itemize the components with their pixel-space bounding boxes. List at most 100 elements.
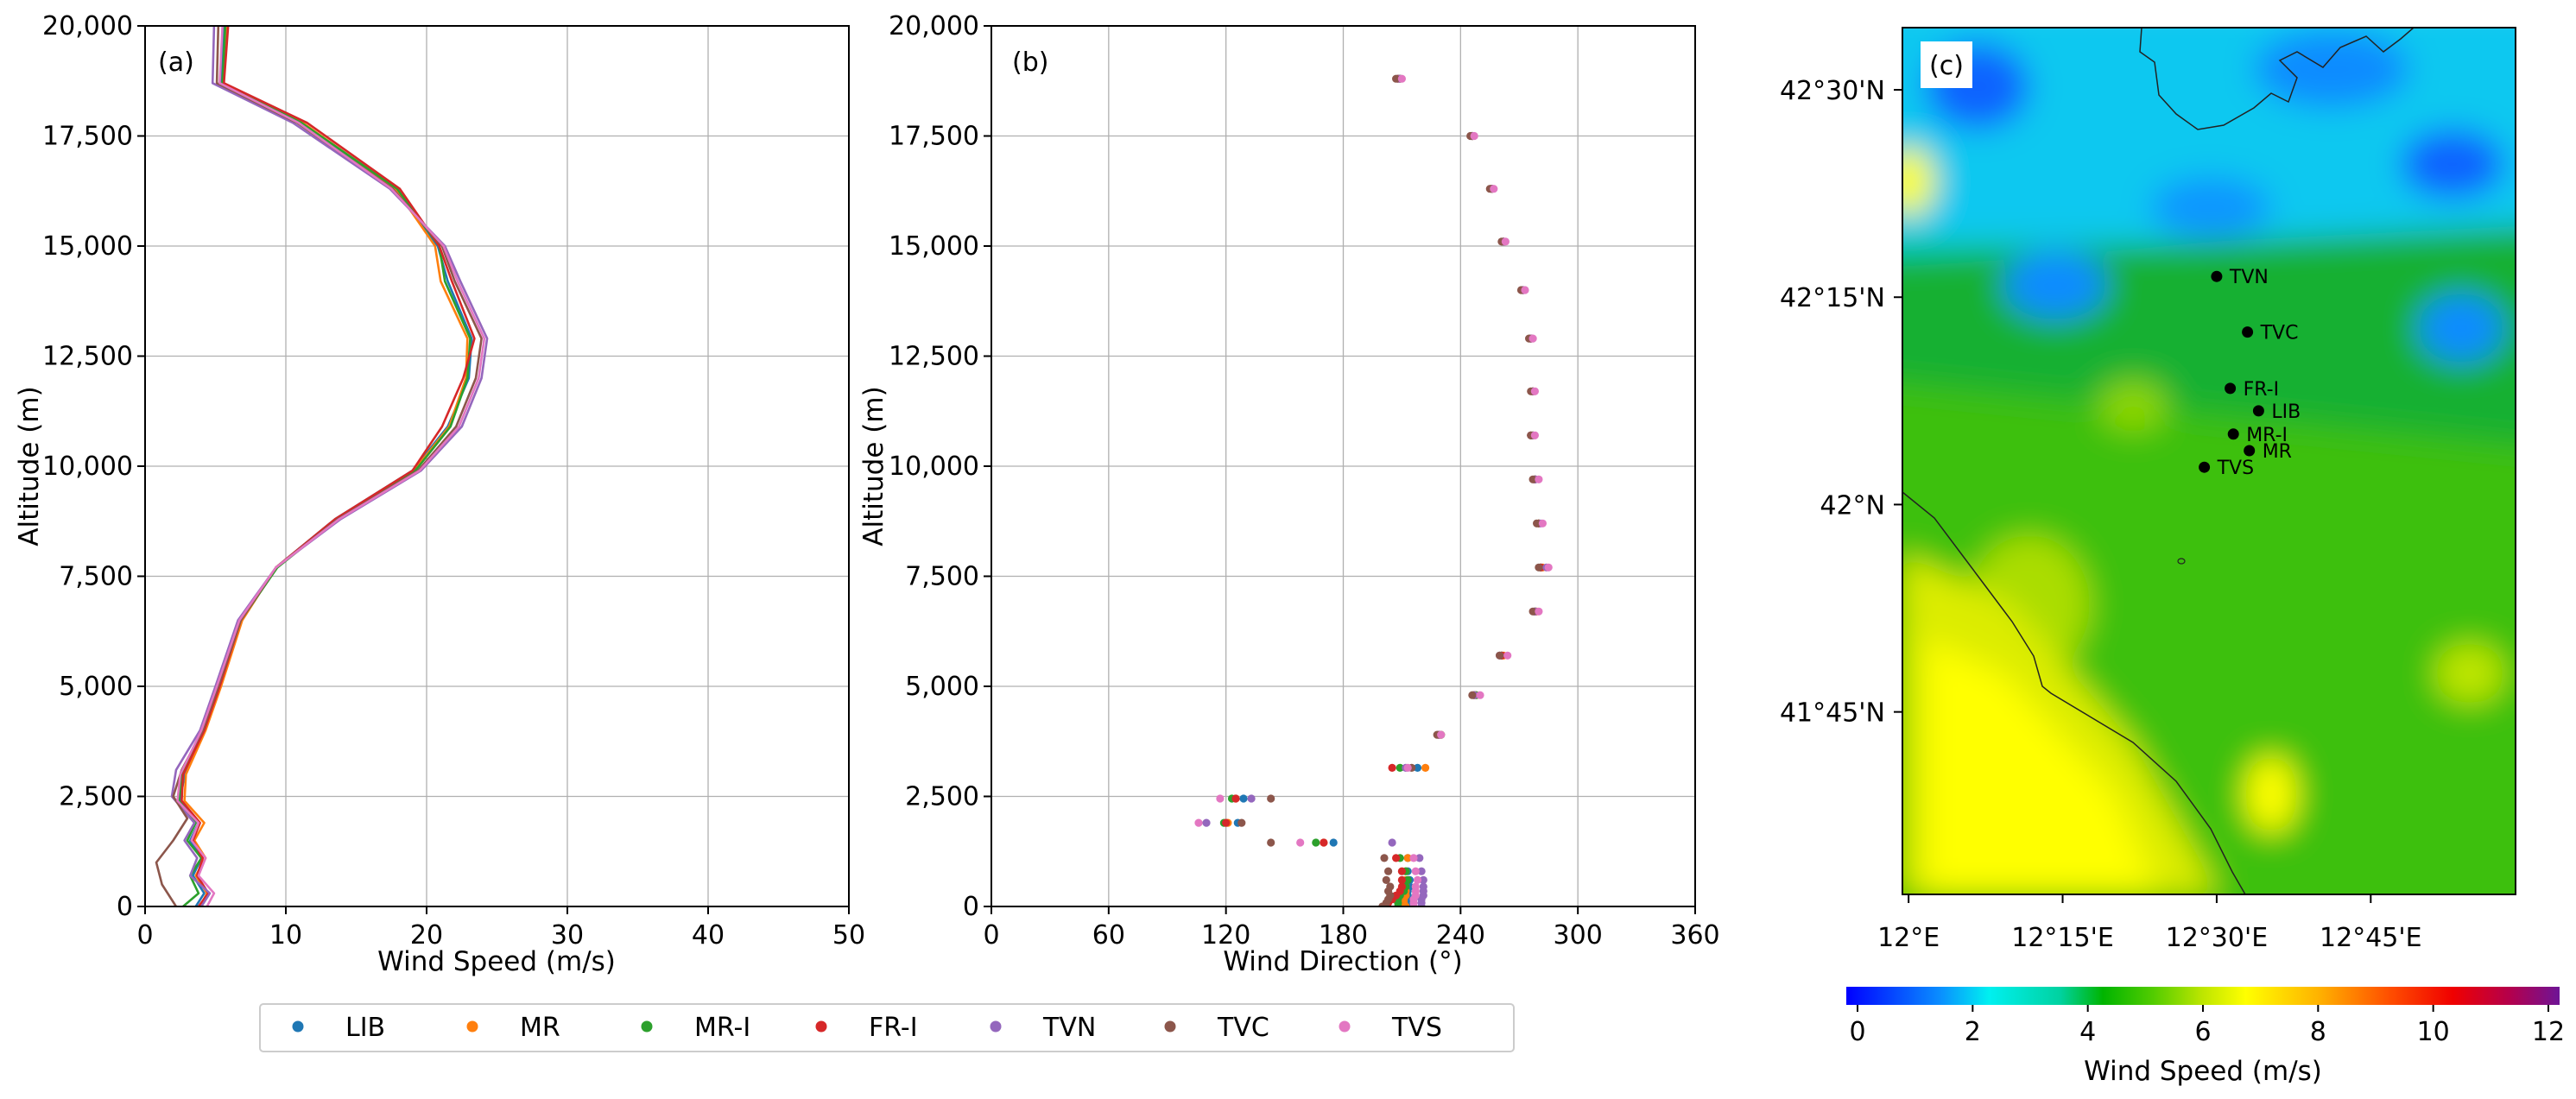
direction-point-lib: [1329, 838, 1338, 847]
colorbar-tick-label: 6: [2194, 1017, 2211, 1047]
station-marker-tvc: [2242, 326, 2254, 338]
y-axis-label-b: Altitude (m): [858, 386, 889, 546]
lat-tick-label: 42°30'N: [1780, 76, 1885, 106]
x-tick-label: 20: [410, 920, 443, 951]
station-label-mr: MR: [2263, 441, 2292, 463]
station-marker-tvs: [2199, 461, 2211, 473]
y-tick-label: 0: [117, 892, 133, 922]
direction-point-tvn: [1247, 794, 1256, 803]
y-tick-label: 20,000: [889, 11, 979, 41]
panel-label-c-box: [1921, 41, 1972, 88]
station-marker-fr-i: [2225, 382, 2237, 395]
map-ticks: 12°E 12°15'E 12°30'E 12°45'E 41°45'N 42°N 42°1…: [1780, 76, 2422, 953]
legend-label-fr-i: FR-I: [869, 1013, 918, 1043]
direction-point-tvs: [1521, 286, 1529, 294]
speed-line-tvs: [176, 26, 486, 906]
colorbar-tick-label: 8: [2310, 1017, 2326, 1047]
lake: [2177, 558, 2186, 565]
y-tick-label: 12,500: [889, 342, 979, 372]
direction-point-tvs: [1535, 607, 1543, 616]
x-tick-label: 60: [1092, 920, 1125, 951]
colorbar-tick-label: 12: [2532, 1017, 2565, 1047]
direction-point-mr-i: [1312, 838, 1320, 847]
direction-point-tvc: [1237, 818, 1246, 827]
direction-point-tvc: [1382, 875, 1390, 884]
direction-point-mr: [1421, 763, 1430, 773]
x-tick-label: 0: [136, 920, 153, 951]
legend-marker-fr-i: [815, 1020, 827, 1033]
y-tick-label: 10,000: [889, 452, 979, 482]
direction-point-tvn: [1388, 838, 1396, 847]
station-label-fr-i: FR-I: [2244, 379, 2279, 401]
direction-point-lib: [1239, 794, 1248, 803]
y-tick-label: 12,500: [42, 342, 133, 372]
legend-label-tvn: TVN: [1042, 1013, 1096, 1043]
direction-point-mr-i: [1396, 763, 1404, 773]
direction-point-tvc: [1535, 563, 1543, 572]
y-tick-label: 15,000: [889, 231, 979, 262]
lat-tick-label: 42°15'N: [1780, 283, 1885, 313]
y-tick-label: 5,000: [905, 672, 979, 702]
direction-point-tvs: [1530, 431, 1539, 439]
x-tick-label: 30: [551, 920, 584, 951]
direction-point-tvs: [1476, 691, 1484, 699]
y-tick-label: 17,500: [42, 122, 133, 152]
panel-a: 0 2,500 5,000 7,500 10,000 12,500 15,000 17,500…: [14, 11, 865, 977]
x-tick-label: 120: [1201, 920, 1250, 951]
direction-point-tvs: [1437, 730, 1446, 739]
station-label-lib: LIB: [2271, 401, 2301, 423]
direction-point-fr-i: [1222, 818, 1231, 827]
y-tick-label: 10,000: [42, 452, 133, 482]
direction-point-tvs: [1413, 875, 1422, 884]
direction-point-tvs: [1529, 334, 1537, 343]
colorbar: [1846, 987, 2560, 1005]
x-tick-label: 40: [692, 920, 725, 951]
station-label-mr-i: MR-I: [2246, 425, 2288, 446]
direction-point-tvc: [1468, 691, 1477, 699]
ticks-b: 0 2,500 5,000 7,500 10,000 12,500 15,000 17,500…: [889, 11, 1720, 951]
direction-point-fr-i: [1231, 794, 1240, 803]
direction-point-tvs: [1296, 838, 1305, 847]
station-label-tvc: TVC: [2260, 323, 2299, 344]
colorbar-tick-label: 4: [2079, 1017, 2096, 1047]
direction-point-fr-i: [1397, 882, 1406, 891]
y-tick-label: 17,500: [889, 122, 979, 152]
direction-points: [1194, 74, 1553, 906]
speed-lines: [155, 26, 489, 906]
x-tick-label: 10: [269, 920, 302, 951]
coastline-south: [1902, 491, 2246, 894]
wind-field: [1902, 28, 2516, 894]
direction-point-tvs: [1544, 563, 1553, 572]
direction-point-tvn: [1415, 854, 1424, 862]
direction-point-tvn: [1419, 882, 1427, 891]
direction-point-tvc: [1496, 651, 1504, 660]
direction-point-tvc: [1533, 519, 1541, 527]
y-axis-label-a: Altitude (m): [14, 386, 45, 546]
legend-marker-mr: [466, 1020, 478, 1033]
lon-tick-label: 12°E: [1877, 923, 1940, 953]
direction-point-tvc: [1392, 74, 1401, 83]
lat-tick-label: 41°45'N: [1780, 698, 1885, 729]
legend-marker-tvs: [1339, 1020, 1351, 1033]
direction-point-tvc: [1384, 867, 1393, 875]
panel-b: 0 2,500 5,000 7,500 10,000 12,500 15,000 17,500…: [858, 11, 1720, 977]
direction-point-fr-i: [1392, 854, 1401, 862]
colorbar-tick-label: 0: [1849, 1017, 1865, 1047]
direction-point-tvs: [1194, 818, 1203, 827]
y-tick-label: 7,500: [59, 562, 133, 592]
direction-point-tvs: [1411, 867, 1420, 875]
station-label-tvn: TVN: [2229, 267, 2269, 288]
direction-point-lib: [1413, 763, 1422, 773]
coastline-north: [2139, 28, 2415, 130]
grid-b: [991, 25, 1696, 907]
direction-point-tvc: [1529, 475, 1537, 483]
wind-map: [1902, 28, 2516, 894]
lat-tick-label: 42°N: [1820, 490, 1885, 521]
direction-point-tvs: [1470, 131, 1478, 141]
panel-label-a: (a): [158, 47, 194, 78]
legend-marker-lib: [292, 1020, 304, 1033]
direction-point-tvs: [1216, 794, 1225, 803]
x-tick-label: 0: [983, 920, 999, 951]
direction-point-tvs: [1538, 519, 1547, 527]
